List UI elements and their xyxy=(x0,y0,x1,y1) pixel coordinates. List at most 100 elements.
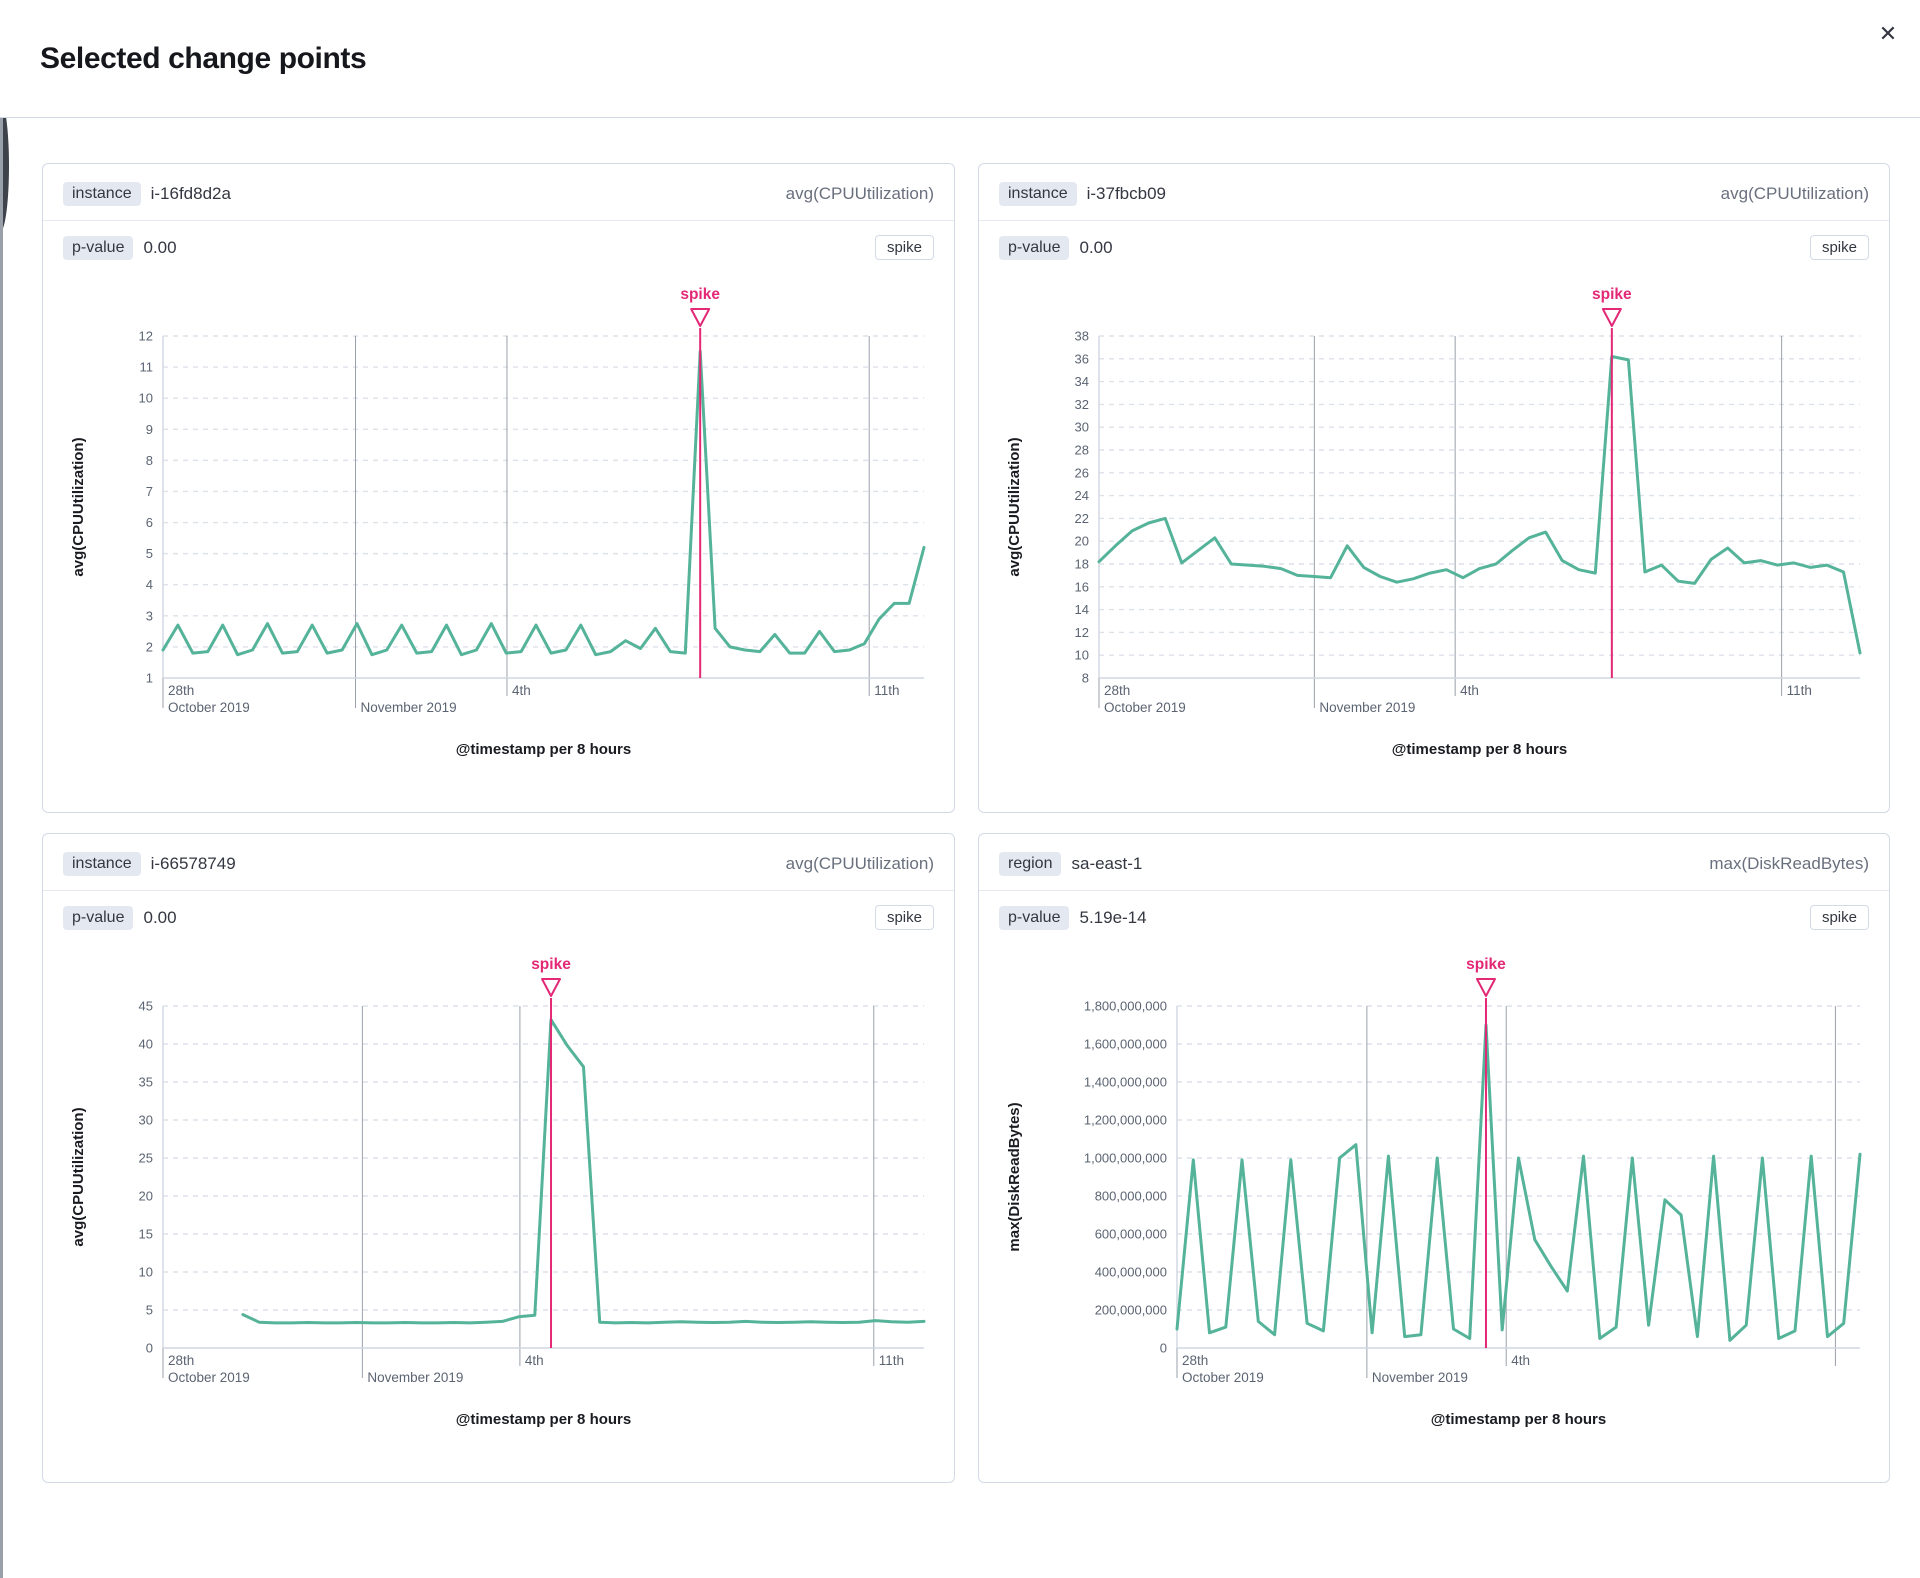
change-points-grid: instance i-16fd8d2a avg(CPUUtilization) … xyxy=(0,118,1920,1483)
panel-header: region sa-east-1 max(DiskReadBytes) xyxy=(999,852,1869,876)
gridlines: 8 10 12 14 16 18 20 22 24 26 28 30 32 34 36 38 xyxy=(1075,329,1860,686)
change-point-panel: instance i-66578749 avg(CPUUtilization) … xyxy=(42,833,955,1483)
spike-annotation-label: spike xyxy=(531,956,571,973)
metric-label: avg(CPUUtilization) xyxy=(785,184,934,203)
split-field-badge: instance xyxy=(63,852,141,876)
split-field-badge: instance xyxy=(63,182,141,206)
change-point-chart: 0 5 10 15 20 25 30 35 40 45 28th October 2019 Novemb… xyxy=(63,942,934,1447)
panel-divider xyxy=(43,890,954,891)
svg-text:15: 15 xyxy=(139,1227,153,1242)
p-value-number: 5.19e-14 xyxy=(1079,907,1147,927)
x-axis-title: @timestamp per 8 hours xyxy=(1392,741,1568,758)
y-axis-title: avg(CPUUtilization) xyxy=(70,1107,87,1246)
metric-label: avg(CPUUtilization) xyxy=(785,854,934,873)
svg-text:600,000,000: 600,000,000 xyxy=(1095,1227,1167,1242)
svg-text:5: 5 xyxy=(146,1303,153,1318)
chart-svg: 8 10 12 14 16 18 20 22 24 26 28 30 32 34 36 38 28th Octob… xyxy=(1006,286,1862,758)
svg-text:1: 1 xyxy=(146,671,153,686)
x-axis-ticks: 28th October 2019 November 2019 4th 11th xyxy=(1098,336,1812,715)
change-point-type-badge: spike xyxy=(1809,235,1869,260)
svg-text:11th: 11th xyxy=(879,1353,904,1368)
svg-text:45: 45 xyxy=(139,999,153,1014)
svg-text:26: 26 xyxy=(1075,465,1089,480)
spike-marker-icon xyxy=(1601,308,1622,327)
svg-text:32: 32 xyxy=(1075,397,1089,412)
spike-annotation: spike xyxy=(1592,286,1632,678)
svg-text:28: 28 xyxy=(1075,443,1089,458)
p-value-badge: p-value xyxy=(999,905,1070,930)
svg-text:10: 10 xyxy=(1075,648,1089,663)
panel-divider xyxy=(979,220,1889,221)
panel-header: instance i-37fbcb09 avg(CPUUtilization) xyxy=(999,182,1869,206)
series-line xyxy=(1175,1023,1862,1342)
svg-text:0: 0 xyxy=(1160,1341,1167,1356)
svg-text:October 2019: October 2019 xyxy=(168,1370,250,1385)
svg-text:4th: 4th xyxy=(1460,683,1479,698)
x-axis-title: @timestamp per 8 hours xyxy=(456,1411,632,1428)
svg-text:400,000,000: 400,000,000 xyxy=(1095,1265,1167,1280)
svg-text:1,400,000,000: 1,400,000,000 xyxy=(1084,1075,1167,1090)
metric-label: avg(CPUUtilization) xyxy=(1720,184,1869,203)
panel-header: instance i-66578749 avg(CPUUtilization) xyxy=(63,852,934,876)
svg-text:22: 22 xyxy=(1075,511,1089,526)
svg-text:24: 24 xyxy=(1075,488,1089,503)
svg-text:14: 14 xyxy=(1075,602,1089,617)
panel-divider xyxy=(43,220,954,221)
x-axis-title: @timestamp per 8 hours xyxy=(1431,1411,1607,1428)
svg-text:1,800,000,000: 1,800,000,000 xyxy=(1084,999,1167,1014)
svg-text:8: 8 xyxy=(146,453,153,468)
modal-title: Selected change points xyxy=(40,41,367,75)
svg-text:34: 34 xyxy=(1075,374,1089,389)
change-point-chart: 8 10 12 14 16 18 20 22 24 26 28 30 32 34 36 38 28th Octob… xyxy=(999,272,1869,777)
svg-text:7: 7 xyxy=(146,484,153,499)
y-axis-title: avg(CPUUtilization) xyxy=(1006,437,1023,576)
svg-text:November 2019: November 2019 xyxy=(1372,1370,1468,1385)
close-icon[interactable]: ✕ xyxy=(1870,16,1906,52)
svg-text:3: 3 xyxy=(146,608,153,623)
svg-text:0: 0 xyxy=(146,1341,153,1356)
x-axis-ticks: 28th October 2019 November 2019 4th 11th xyxy=(162,1006,904,1385)
svg-text:10: 10 xyxy=(139,1265,153,1280)
svg-text:20: 20 xyxy=(1075,534,1089,549)
x-axis-title: @timestamp per 8 hours xyxy=(456,741,632,758)
spike-marker-icon xyxy=(690,308,711,327)
svg-text:36: 36 xyxy=(1075,351,1089,366)
x-axis-ticks: 28th October 2019 November 2019 4th xyxy=(1176,1006,1836,1385)
svg-text:28th: 28th xyxy=(168,683,194,698)
svg-text:November 2019: November 2019 xyxy=(1319,700,1415,715)
p-value-row: p-value 0.00 spike xyxy=(63,905,934,930)
svg-text:12: 12 xyxy=(1075,625,1089,640)
split-field-badge: region xyxy=(999,852,1062,876)
svg-text:16: 16 xyxy=(1075,579,1089,594)
background-page-artifact xyxy=(0,100,9,232)
x-axis-ticks: 28th October 2019 November 2019 4th 11th xyxy=(162,336,899,715)
spike-annotation-label: spike xyxy=(1466,956,1506,973)
split-field-badge: instance xyxy=(999,182,1077,206)
change-point-panel: instance i-16fd8d2a avg(CPUUtilization) … xyxy=(42,163,955,813)
p-value-number: 0.00 xyxy=(143,237,177,257)
background-page-edge xyxy=(0,96,3,1578)
panel-divider xyxy=(979,890,1889,891)
svg-text:1,200,000,000: 1,200,000,000 xyxy=(1084,1113,1167,1128)
gridlines: 0 5 10 15 20 25 30 35 40 45 xyxy=(139,999,924,1356)
svg-text:November 2019: November 2019 xyxy=(361,700,457,715)
p-value-row: p-value 5.19e-14 spike xyxy=(999,905,1869,930)
svg-text:4th: 4th xyxy=(525,1353,544,1368)
p-value-number: 0.00 xyxy=(143,907,177,927)
svg-text:30: 30 xyxy=(1075,420,1089,435)
spike-annotation: spike xyxy=(1466,956,1506,1348)
svg-text:October 2019: October 2019 xyxy=(1104,700,1186,715)
metric-label: max(DiskReadBytes) xyxy=(1709,854,1869,873)
svg-text:6: 6 xyxy=(146,515,153,530)
svg-text:November 2019: November 2019 xyxy=(367,1370,463,1385)
svg-text:October 2019: October 2019 xyxy=(168,700,250,715)
split-field-value: i-16fd8d2a xyxy=(150,184,231,203)
series-line xyxy=(241,1018,926,1325)
svg-text:35: 35 xyxy=(139,1075,153,1090)
panel-header: instance i-16fd8d2a avg(CPUUtilization) xyxy=(63,182,934,206)
svg-text:28th: 28th xyxy=(1104,683,1130,698)
change-point-panel: region sa-east-1 max(DiskReadBytes) p-va… xyxy=(978,833,1890,1483)
split-field-value: sa-east-1 xyxy=(1071,854,1143,873)
